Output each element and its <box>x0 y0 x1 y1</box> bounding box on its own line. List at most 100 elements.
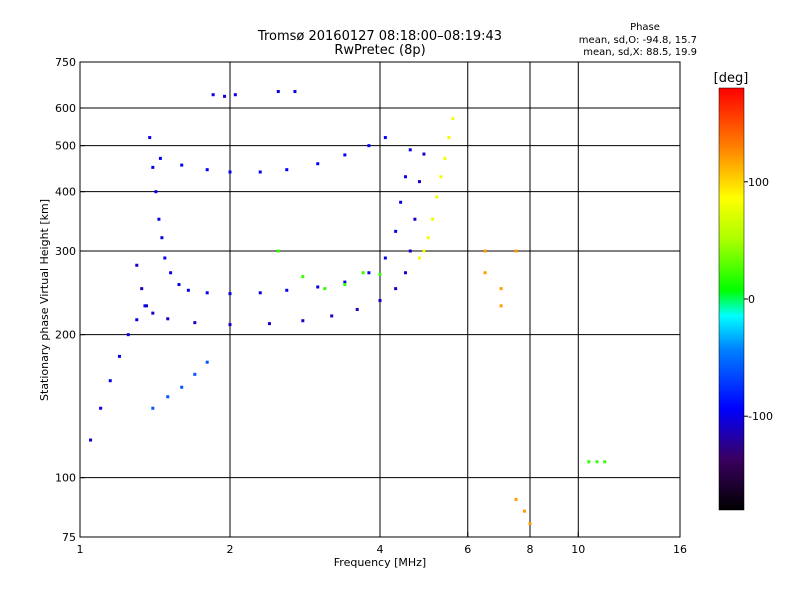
data-point <box>158 156 162 160</box>
data-point <box>193 321 197 325</box>
data-point <box>99 406 103 410</box>
data-point <box>394 229 398 233</box>
data-point <box>439 175 443 179</box>
data-point <box>108 379 112 383</box>
data-point <box>403 175 407 179</box>
data-point <box>435 195 439 199</box>
x-tick-label: 16 <box>673 543 687 556</box>
data-point <box>169 271 173 275</box>
y-tick-label: 200 <box>55 329 76 342</box>
data-point <box>343 283 347 287</box>
data-point <box>151 311 155 315</box>
data-point <box>180 385 184 389</box>
data-point <box>228 323 232 327</box>
y-tick-label: 500 <box>55 140 76 153</box>
data-point <box>89 438 93 442</box>
data-point <box>135 318 139 322</box>
data-point <box>135 263 139 267</box>
phase-stats-x: mean, sd,X: 88.5, 19.9 <box>583 47 697 58</box>
colorbar-label: [deg] <box>714 71 749 86</box>
data-point <box>403 271 407 275</box>
data-point <box>233 93 237 97</box>
data-point <box>378 299 382 303</box>
data-point <box>145 304 149 308</box>
y-axis-label: Stationary phase Virtual Height [km] <box>38 199 51 401</box>
y-tick-label: 300 <box>55 245 76 258</box>
data-point <box>417 180 421 184</box>
data-point <box>267 322 271 326</box>
data-point <box>408 249 412 253</box>
data-point <box>394 287 398 291</box>
data-point <box>499 287 503 291</box>
data-point <box>355 307 359 311</box>
data-point <box>451 117 455 121</box>
data-point <box>223 94 227 98</box>
y-tick-label: 100 <box>55 472 76 485</box>
data-point <box>205 291 209 295</box>
data-point <box>367 144 371 148</box>
data-point <box>383 136 387 140</box>
data-point <box>276 249 280 253</box>
y-tick-label: 75 <box>62 531 76 544</box>
data-point <box>180 163 184 167</box>
data-point <box>193 372 197 376</box>
data-point <box>285 288 289 292</box>
chart-title: Tromsø 20160127 08:18:00–08:19:43 <box>257 29 502 44</box>
data-point <box>316 285 320 289</box>
x-tick-label: 8 <box>527 543 534 556</box>
data-point <box>316 162 320 166</box>
data-point <box>408 148 412 152</box>
data-point <box>528 522 532 526</box>
data-point <box>587 460 591 464</box>
phase-stats-o: mean, sd,O: -94.8, 15.7 <box>579 35 697 46</box>
data-point <box>413 217 417 221</box>
x-tick-label: 4 <box>377 543 384 556</box>
y-tick-label: 750 <box>55 56 76 69</box>
data-point <box>301 275 305 279</box>
data-point <box>514 249 518 253</box>
data-point <box>140 287 144 291</box>
y-axis: 75 100 200 300 400 500 600 750 <box>55 56 85 544</box>
data-point <box>166 317 170 321</box>
data-point <box>163 256 167 260</box>
data-point <box>211 93 215 97</box>
x-tick-label: 10 <box>571 543 585 556</box>
x-tick-label: 2 <box>227 543 234 556</box>
y-tick-label: 600 <box>55 102 76 115</box>
data-point <box>228 170 232 174</box>
data-point <box>343 153 347 157</box>
data-point <box>258 291 262 295</box>
x-tick-label: 6 <box>464 543 471 556</box>
data-point <box>143 304 147 308</box>
data-point <box>177 283 181 287</box>
data-point <box>499 304 503 308</box>
data-point <box>426 236 430 240</box>
data-point <box>154 190 158 194</box>
data-point <box>447 136 451 140</box>
data-point <box>166 395 170 399</box>
data-point <box>483 249 487 253</box>
x-axis-label: Frequency [MHz] <box>334 556 426 569</box>
colorbar-tick-label: 0 <box>748 293 755 306</box>
data-point <box>157 217 161 221</box>
data-point <box>330 314 334 318</box>
data-point <box>285 168 289 172</box>
data-point <box>205 360 209 364</box>
data-point <box>148 136 152 140</box>
data-point <box>343 280 347 284</box>
data-points <box>89 90 607 526</box>
data-point <box>399 200 403 204</box>
data-point <box>603 460 607 464</box>
data-point <box>361 271 365 275</box>
data-point <box>258 170 262 174</box>
data-point <box>383 256 387 260</box>
data-point <box>293 90 297 94</box>
colorbar: [deg] 100 0 -100 <box>714 71 773 511</box>
data-point <box>160 236 164 240</box>
data-point <box>523 509 527 513</box>
data-point <box>443 156 447 160</box>
x-tick-label: 1 <box>77 543 84 556</box>
data-point <box>126 333 130 337</box>
chart-subtitle: RwPretec (8p) <box>334 43 425 58</box>
